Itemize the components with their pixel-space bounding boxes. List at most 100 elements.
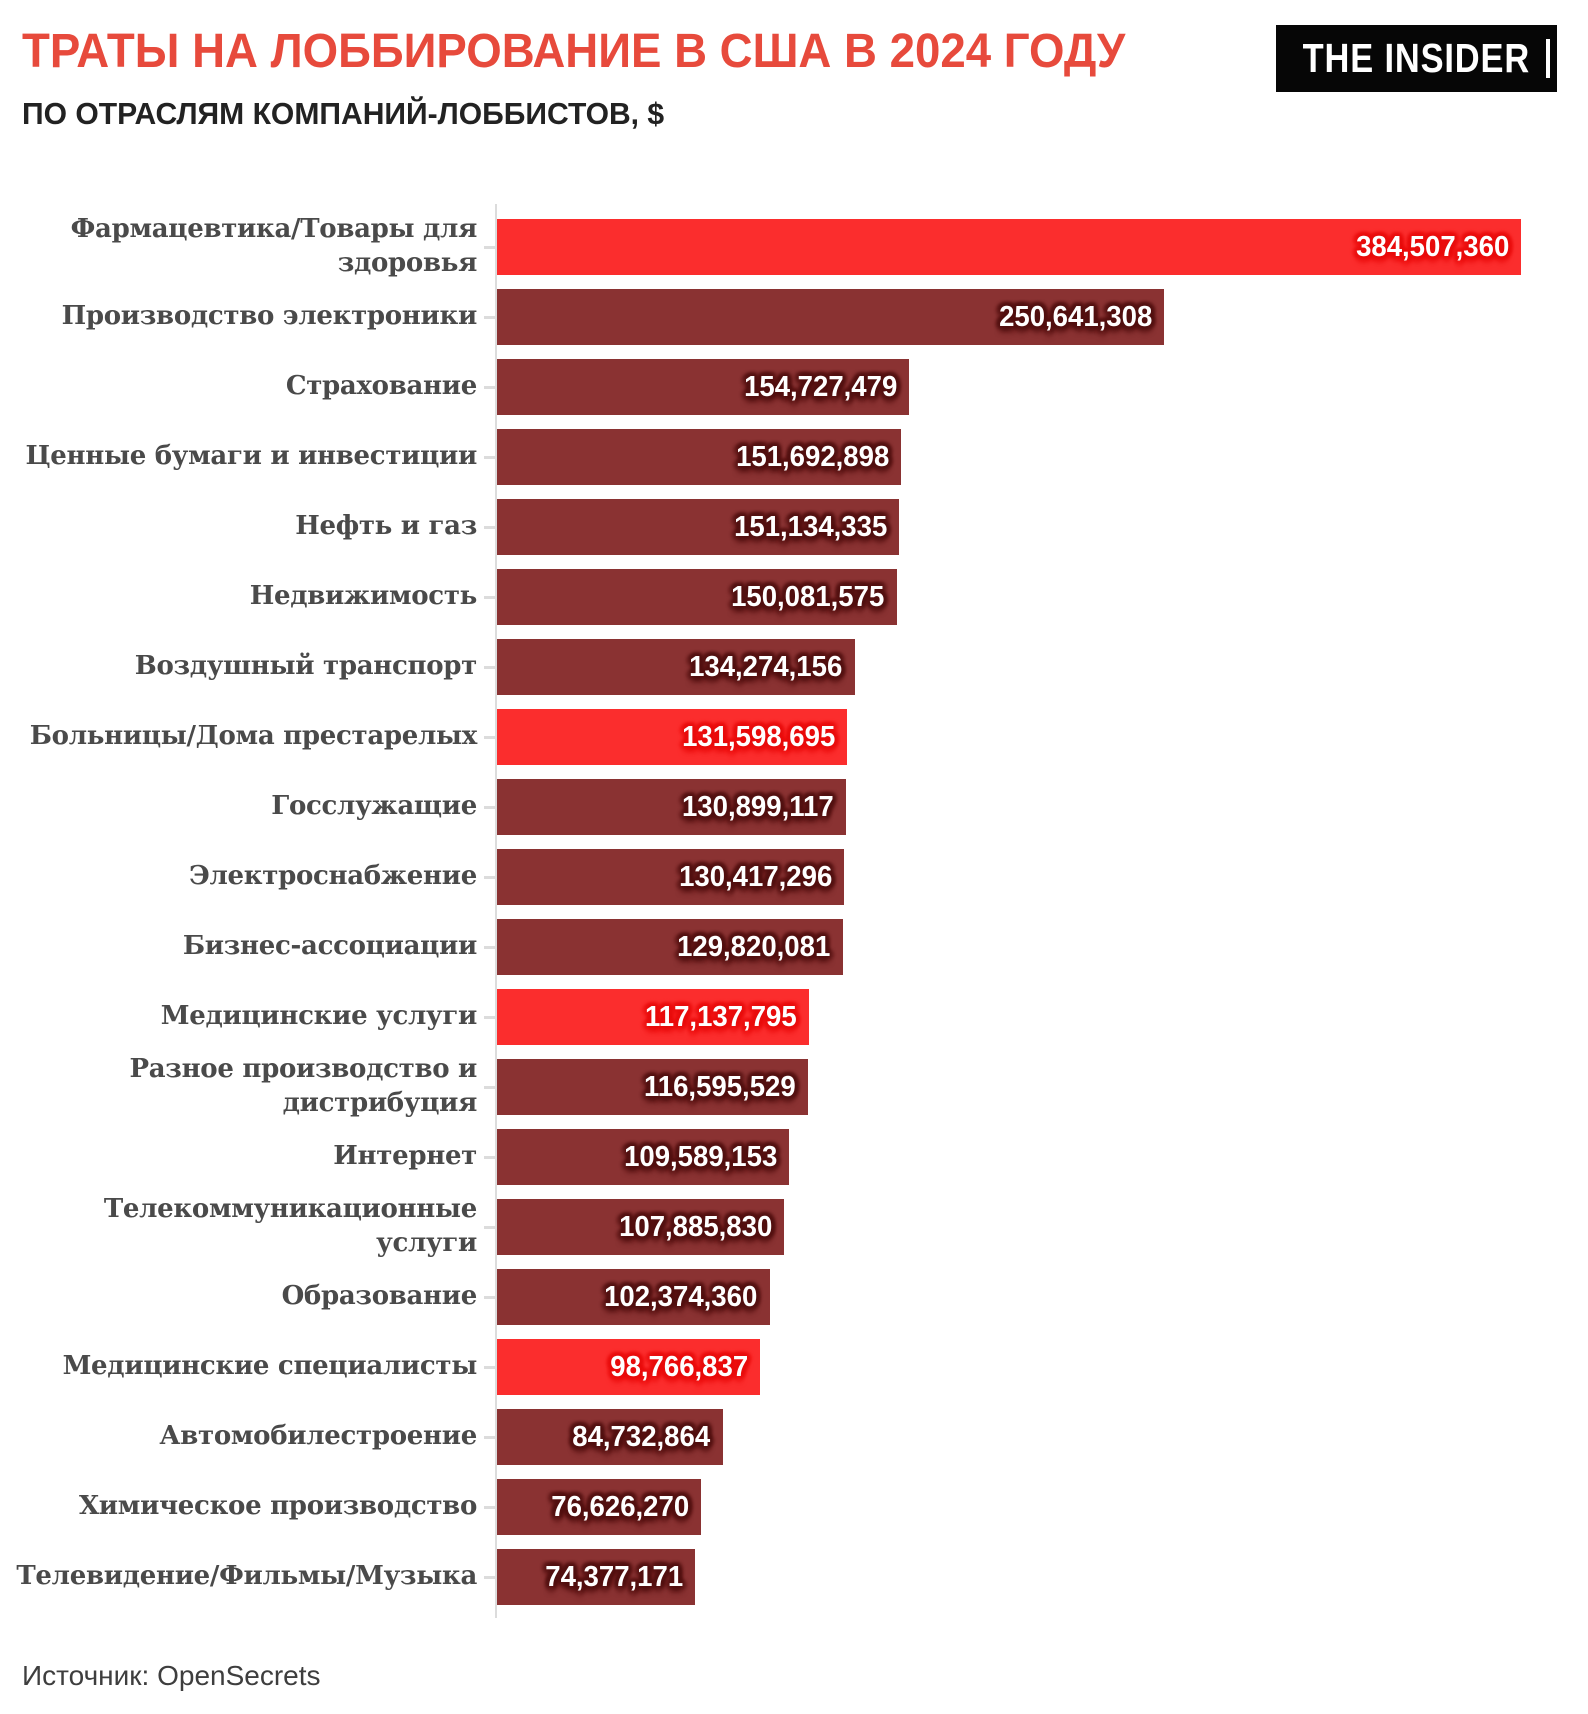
bar: 102,374,360 xyxy=(497,1269,770,1325)
bar-value-label: 151,134,335 xyxy=(734,510,888,543)
bar: 151,134,335 xyxy=(497,499,900,555)
bar-value-label: 151,692,898 xyxy=(735,440,889,473)
bar-row: Телевидение/Фильмы/Музыка 74,377,171 xyxy=(0,1542,1588,1612)
axis-tick-dash xyxy=(484,1015,496,1019)
axis-tick xyxy=(477,1295,496,1299)
bar-zone: 107,885,830 xyxy=(496,1192,1588,1262)
logo-text: THE INSIDER xyxy=(1302,35,1531,81)
bar: 84,732,864 xyxy=(497,1409,723,1465)
bar: 117,137,795 xyxy=(497,989,809,1045)
category-label: Страхование xyxy=(285,371,477,402)
category-label: Ценные бумаги и инвестиции xyxy=(25,441,477,472)
category-label: Фармацевтика/Товары для здоровья xyxy=(70,214,478,278)
axis-tick xyxy=(477,1015,496,1019)
axis-tick xyxy=(477,945,496,949)
axis-tick xyxy=(477,1155,496,1159)
axis-tick-dash xyxy=(484,945,496,949)
bar-zone: 250,641,308 xyxy=(496,282,1588,352)
axis-tick xyxy=(477,805,496,809)
bar-value-label: 116,595,529 xyxy=(643,1070,796,1103)
bar-zone: 84,732,864 xyxy=(496,1402,1588,1472)
axis-tick xyxy=(477,1575,496,1579)
category-label: Телекоммуникационные услуги xyxy=(103,1194,477,1258)
category-label: Разное производство и дистрибуция xyxy=(129,1054,477,1118)
bar-value-label: 74,377,171 xyxy=(545,1560,684,1593)
bar: 154,727,479 xyxy=(497,359,910,415)
bar-row: Телекоммуникационные услуги 107,885,830 xyxy=(0,1192,1588,1262)
bar-value-label: 107,885,830 xyxy=(619,1210,773,1243)
axis-tick-dash xyxy=(484,1435,496,1439)
bar-value-label: 384,507,360 xyxy=(1355,230,1509,263)
category-label: Воздушный транспорт xyxy=(134,651,478,682)
axis-tick xyxy=(477,385,496,389)
axis-tick xyxy=(477,875,496,879)
bar-row: Фармацевтика/Товары для здоровья 384,507… xyxy=(0,212,1588,282)
axis-tick-dash xyxy=(484,315,496,319)
bar-zone: 102,374,360 xyxy=(496,1262,1588,1332)
category-label: Производство электроники xyxy=(61,301,478,332)
bar-value-label: 129,820,081 xyxy=(677,930,831,963)
axis-tick-dash xyxy=(484,1225,496,1229)
bar-zone: 130,899,117 xyxy=(496,772,1588,842)
bar-zone: 116,595,529 xyxy=(496,1052,1588,1122)
bar-zone: 74,377,171 xyxy=(496,1542,1588,1612)
axis-tick-dash xyxy=(484,1155,496,1159)
the-insider-logo: THE INSIDER xyxy=(1276,25,1557,92)
bar-value-label: 84,732,864 xyxy=(572,1420,711,1453)
axis-tick-dash xyxy=(484,525,496,529)
bar-value-label: 102,374,360 xyxy=(604,1280,758,1313)
bar-value-label: 130,417,296 xyxy=(679,860,833,893)
bar-row: Госслужащие 130,899,117 xyxy=(0,772,1588,842)
bar-value-label: 117,137,795 xyxy=(645,1000,797,1033)
category-label: Образование xyxy=(281,1281,478,1312)
axis-tick xyxy=(477,1505,496,1509)
bar-zone: 98,766,837 xyxy=(496,1332,1588,1402)
bar: 134,274,156 xyxy=(497,639,855,695)
bar-zone: 76,626,270 xyxy=(496,1472,1588,1542)
axis-tick-dash xyxy=(484,1575,496,1579)
axis-tick xyxy=(477,665,496,669)
category-label: Недвижимость xyxy=(249,581,478,612)
category-label: Нефть и газ xyxy=(295,511,477,542)
y-axis-line xyxy=(495,204,497,1618)
category-label: Бизнес-ассоциации xyxy=(182,931,477,962)
bar-row: Автомобилестроение 84,732,864 xyxy=(0,1402,1588,1472)
bar-zone: 109,589,153 xyxy=(496,1122,1588,1192)
bar: 129,820,081 xyxy=(497,919,843,975)
bar: 150,081,575 xyxy=(497,569,897,625)
page-title: ТРАТЫ НА ЛОББИРОВАНИЕ В США В 2024 ГОДУ xyxy=(22,25,1126,78)
category-label: Медицинские услуги xyxy=(160,1001,478,1032)
axis-tick xyxy=(477,1435,496,1439)
bar-value-label: 130,899,117 xyxy=(681,790,834,823)
axis-tick-dash xyxy=(484,1085,496,1089)
axis-tick-dash xyxy=(484,245,496,249)
bar: 74,377,171 xyxy=(497,1549,696,1605)
axis-tick-dash xyxy=(484,595,496,599)
category-label: Телевидение/Фильмы/Музыка xyxy=(16,1561,477,1592)
bar-row: Недвижимость 150,081,575 xyxy=(0,562,1588,632)
bar-row: Химическое производство 76,626,270 xyxy=(0,1472,1588,1542)
bar-chart: Фармацевтика/Товары для здоровья 384,507… xyxy=(0,212,1588,1612)
axis-tick-dash xyxy=(484,875,496,879)
bar: 76,626,270 xyxy=(497,1479,702,1535)
bar-zone: 131,598,695 xyxy=(496,702,1588,772)
bar: 151,692,898 xyxy=(497,429,901,485)
bar-value-label: 76,626,270 xyxy=(551,1490,690,1523)
logo-cursor-icon xyxy=(1546,39,1550,78)
bar: 131,598,695 xyxy=(497,709,848,765)
axis-tick xyxy=(477,735,496,739)
page-subtitle: ПО ОТРАСЛЯМ КОМПАНИЙ-ЛОББИСТОВ, $ xyxy=(22,96,665,131)
bar-row: Разное производство и дистрибуция 116,59… xyxy=(0,1052,1588,1122)
axis-tick xyxy=(477,595,496,599)
axis-tick xyxy=(477,1085,496,1089)
bar-row: Образование 102,374,360 xyxy=(0,1262,1588,1332)
axis-tick-dash xyxy=(484,1505,496,1509)
axis-tick-dash xyxy=(484,665,496,669)
bar-row: Медицинские услуги 117,137,795 xyxy=(0,982,1588,1052)
category-label: Автомобилестроение xyxy=(159,1421,477,1452)
axis-tick xyxy=(477,315,496,319)
bar-zone: 117,137,795 xyxy=(496,982,1588,1052)
bar-row: Производство электроники 250,641,308 xyxy=(0,282,1588,352)
bar-row: Нефть и газ 151,134,335 xyxy=(0,492,1588,562)
